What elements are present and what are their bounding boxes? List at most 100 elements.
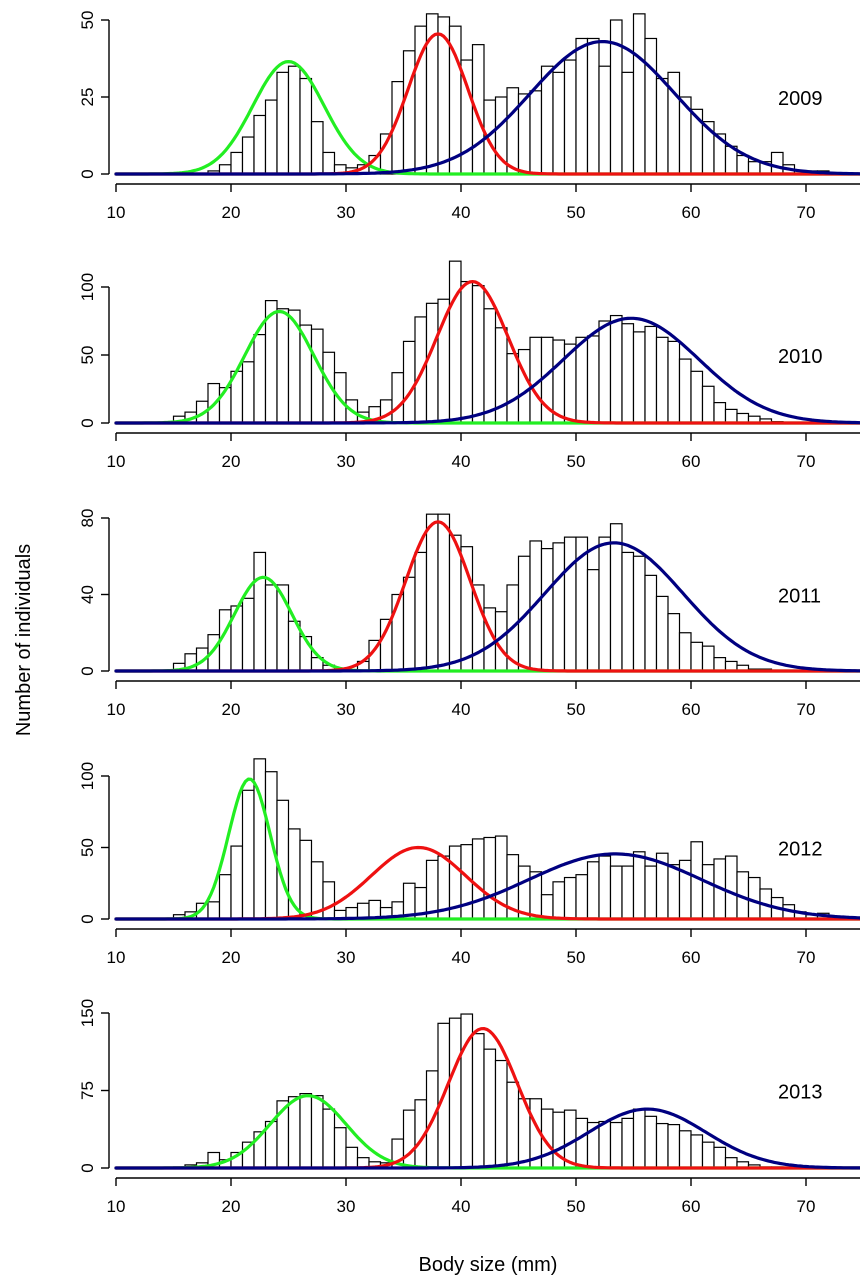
histogram-bar <box>333 1127 347 1169</box>
histogram-bar <box>494 1059 508 1169</box>
histogram-bar <box>644 865 658 920</box>
y-tick-label: 50 <box>78 346 97 365</box>
histogram-bar <box>517 348 531 424</box>
histogram-bar <box>345 1146 359 1169</box>
panel-2010: 0 50 100 10 20 30 40 50 60 70 2010 <box>78 260 860 471</box>
x-tick-label: 70 <box>797 452 816 471</box>
y-tick-label: 100 <box>78 273 97 301</box>
histogram-bar <box>299 1092 313 1169</box>
histogram-bar <box>621 323 635 424</box>
x-axis: 10 20 30 40 50 60 70 <box>107 680 860 719</box>
histogram-bar <box>678 358 692 424</box>
histogram-bar <box>609 314 623 424</box>
histogram-bar <box>310 328 324 424</box>
y-tick-label: 80 <box>78 509 97 528</box>
histogram-bar <box>644 325 658 424</box>
histogram-bar <box>563 536 577 672</box>
histogram-bar <box>701 864 715 920</box>
histogram-bar <box>598 536 612 672</box>
x-tick-label: 60 <box>682 700 701 719</box>
histogram-bar <box>241 597 255 672</box>
histogram-bar <box>621 551 635 672</box>
year-label: 2012 <box>778 839 823 861</box>
histogram-bar <box>230 845 244 920</box>
histogram-bar <box>414 316 428 424</box>
histogram-bar <box>770 151 784 175</box>
histogram-bar <box>483 1048 497 1169</box>
cohort3-fit-curve <box>114 541 860 673</box>
y-axis: 0 50 100 <box>78 762 110 924</box>
cohort3-fit-curve <box>114 40 860 176</box>
histogram-bar <box>598 320 612 424</box>
x-tick-label: 20 <box>222 203 241 222</box>
histogram-bar <box>287 65 301 175</box>
histogram-bar <box>218 874 232 920</box>
histogram-bar <box>701 385 715 424</box>
histogram-bar <box>460 280 474 424</box>
x-tick-label: 20 <box>222 452 241 471</box>
x-tick-label: 40 <box>452 948 471 967</box>
x-tick-label: 10 <box>107 1197 126 1216</box>
histogram-bar <box>575 37 589 175</box>
histogram-bar <box>471 584 485 672</box>
panel-2009: 0 25 50 10 20 30 40 50 60 70 2009 <box>78 11 860 222</box>
y-tick-label: 40 <box>78 585 97 604</box>
histogram-bar <box>609 523 623 672</box>
histogram-bar <box>414 551 428 672</box>
panel-2013: 0 75 150 10 20 30 40 50 60 70 2013 <box>78 999 860 1216</box>
x-tick-label: 50 <box>567 1197 586 1216</box>
histogram-bar <box>437 513 451 672</box>
histogram-bar <box>667 1123 681 1169</box>
histogram-bar <box>310 1095 324 1169</box>
histogram-bar <box>540 65 554 175</box>
histogram-bar <box>690 1134 704 1169</box>
x-axis-label: Body size (mm) <box>419 1254 558 1276</box>
y-tick-label: 0 <box>78 914 97 923</box>
x-tick-label: 50 <box>567 948 586 967</box>
x-tick-label: 50 <box>567 452 586 471</box>
x-tick-label: 70 <box>797 948 816 967</box>
histogram-bar <box>552 542 566 672</box>
histogram-bar <box>425 302 439 424</box>
histogram-bar <box>276 71 290 175</box>
histogram-bar <box>655 595 669 672</box>
year-label: 2011 <box>778 586 821 608</box>
x-tick-label: 30 <box>337 948 356 967</box>
histogram-bar <box>241 136 255 175</box>
histogram-bar <box>552 881 566 920</box>
histogram-bar <box>276 308 290 424</box>
histogram-bar <box>575 1117 589 1169</box>
histogram-bar <box>402 50 416 175</box>
histogram-bar <box>575 874 589 920</box>
histogram-bar <box>586 569 600 672</box>
histogram-bar <box>736 154 750 175</box>
histogram-bar <box>598 65 612 175</box>
histogram-bar <box>724 855 738 920</box>
histogram-bar <box>632 851 646 920</box>
histogram-bar <box>690 641 704 672</box>
histogram-bar <box>402 576 416 672</box>
histogram-bar <box>644 574 658 672</box>
histogram-bar <box>460 546 474 672</box>
histogram-bar <box>655 336 669 424</box>
histogram-bar <box>310 121 324 175</box>
histogram-bar <box>402 340 416 424</box>
x-axis: 10 20 30 40 50 60 70 <box>107 183 860 222</box>
y-tick-label: 75 <box>78 1081 97 1100</box>
y-tick-label: 150 <box>78 999 97 1027</box>
histogram-bar <box>264 99 278 175</box>
histogram-bar <box>529 90 543 175</box>
histogram-bar <box>598 855 612 920</box>
x-tick-label: 70 <box>797 203 816 222</box>
x-tick-label: 30 <box>337 452 356 471</box>
x-tick-label: 60 <box>682 203 701 222</box>
histogram-bar <box>471 838 485 920</box>
histogram-bar <box>713 1146 727 1169</box>
histogram-bar <box>563 876 577 920</box>
histogram-bar <box>264 771 278 920</box>
histogram-bar <box>632 13 646 175</box>
x-tick-label: 10 <box>107 203 126 222</box>
cohort3-fit-curve <box>114 316 860 425</box>
x-axis: 10 20 30 40 50 60 70 <box>107 928 860 967</box>
